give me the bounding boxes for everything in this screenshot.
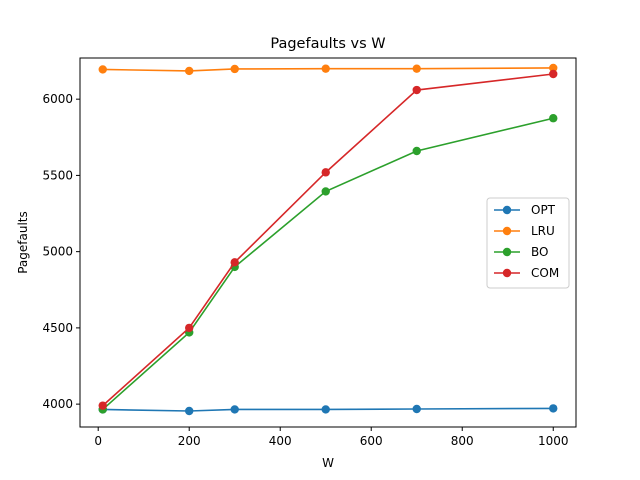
data-point-com <box>185 323 194 333</box>
x-tick-label: 0 <box>94 434 102 448</box>
data-point-opt <box>549 404 558 413</box>
series-line-lru <box>102 67 554 72</box>
series-com <box>98 69 558 410</box>
legend: OPT LRU BO COM <box>486 197 570 289</box>
data-point-com <box>412 85 421 95</box>
legend-label: LRU <box>531 224 555 238</box>
x-tick-label: 400 <box>269 434 292 448</box>
data-point-lru <box>98 65 107 74</box>
legend-label: BO <box>531 245 548 259</box>
data-point-com <box>321 168 330 177</box>
legend-swatch-marker <box>502 205 512 215</box>
y-tick-label: 5500 <box>42 168 73 182</box>
legend-item-opt: OPT <box>494 203 556 217</box>
data-point-lru <box>549 63 558 73</box>
data-point-bo <box>412 146 421 156</box>
y-axis: 4000 4500 5000 5500 6000 <box>42 92 80 411</box>
x-tick-label: 800 <box>451 434 474 448</box>
series-line-com <box>102 73 554 407</box>
y-tick-label: 6000 <box>42 92 73 106</box>
legend-label: COM <box>531 266 559 280</box>
data-point-lru <box>185 66 194 76</box>
data-point-bo <box>321 187 330 196</box>
series-line-opt <box>102 407 554 412</box>
x-tick-label: 200 <box>178 434 201 448</box>
x-tick-label: 600 <box>360 434 383 448</box>
data-point-com <box>98 401 107 410</box>
legend-item-com: COM <box>494 266 559 280</box>
x-tick-label: 1000 <box>538 434 569 448</box>
data-point-opt <box>412 404 421 414</box>
series-opt <box>98 404 558 416</box>
data-point-lru <box>321 64 330 73</box>
x-axis-label: W <box>322 456 334 470</box>
legend-box <box>486 197 570 289</box>
legend-swatch-marker <box>502 268 512 278</box>
axes-frame <box>79 57 577 428</box>
legend-swatch-marker <box>502 226 512 236</box>
legend-swatch-marker <box>502 247 512 257</box>
data-point-opt <box>185 406 194 416</box>
data-point-opt <box>321 405 330 414</box>
series-line-bo <box>102 117 554 411</box>
x-axis: 0 200 400 600 800 1000 <box>94 427 569 448</box>
plot-area <box>98 63 558 416</box>
legend-label: OPT <box>531 203 556 217</box>
series-lru <box>98 63 558 76</box>
data-point-bo <box>549 114 558 123</box>
data-point-com <box>549 69 558 79</box>
data-point-com <box>230 258 239 267</box>
y-axis-label: Pagefaults <box>16 211 30 274</box>
data-point-lru <box>412 64 421 73</box>
chart-title: Pagefaults vs W <box>270 36 385 52</box>
data-point-opt <box>230 405 239 414</box>
data-point-lru <box>230 64 239 74</box>
y-tick-label: 4500 <box>42 321 73 335</box>
y-tick-label: 5000 <box>42 245 73 259</box>
y-tick-label: 4000 <box>42 397 73 411</box>
legend-item-bo: BO <box>494 245 548 259</box>
legend-item-lru: LRU <box>494 224 555 238</box>
